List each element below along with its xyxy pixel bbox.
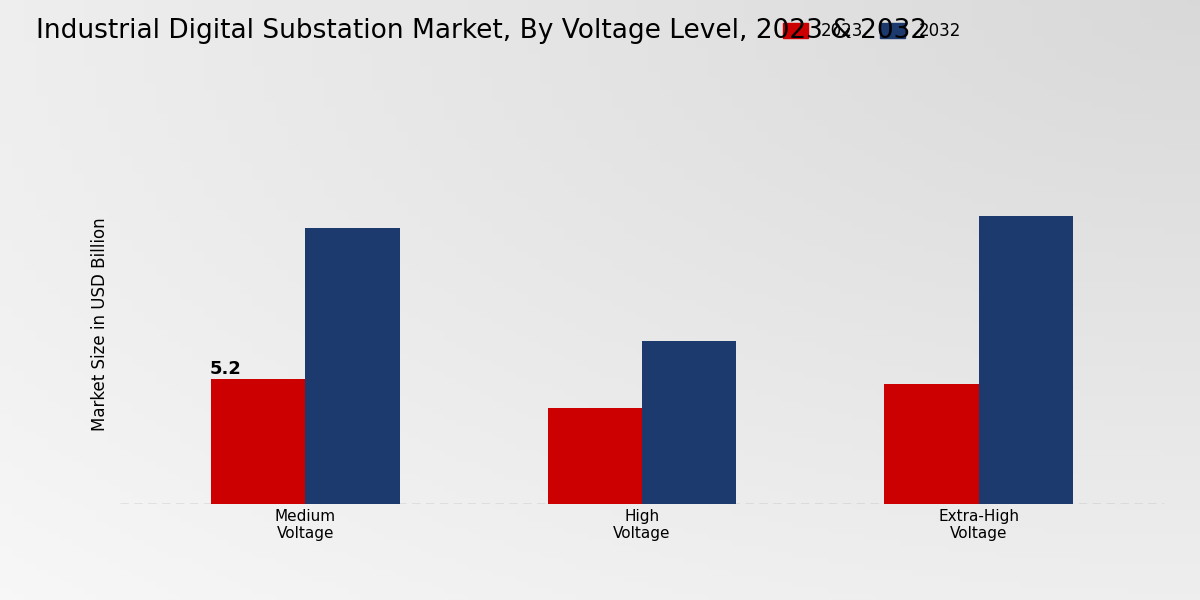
Legend: 2023, 2032: 2023, 2032	[776, 16, 967, 47]
Bar	[547, 408, 642, 504]
Bar	[979, 216, 1073, 504]
Bar	[884, 384, 979, 504]
Bar	[211, 379, 305, 504]
Text: Industrial Digital Substation Market, By Voltage Level, 2023 & 2032: Industrial Digital Substation Market, By…	[36, 18, 928, 44]
Bar	[642, 341, 737, 504]
Bar	[305, 228, 400, 504]
Text: 5.2: 5.2	[209, 360, 241, 378]
Y-axis label: Market Size in USD Billion: Market Size in USD Billion	[91, 217, 109, 431]
